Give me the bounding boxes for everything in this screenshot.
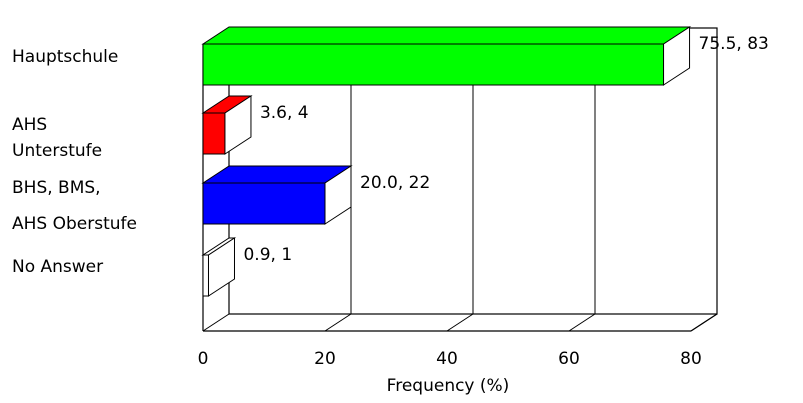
data-label: 75.5, 83 xyxy=(699,34,769,54)
chart-labels: 0 20 40 60 80 75.5, 83 3.6, 4 20.0, 22 0.9, 1 Hau… xyxy=(12,34,769,369)
chart-bars xyxy=(201,26,692,297)
floor-gridline xyxy=(446,313,474,332)
category-label-line: AHS xyxy=(12,115,47,135)
bar xyxy=(201,237,237,297)
data-label: 0.9, 1 xyxy=(243,245,292,265)
bar-side-face xyxy=(207,237,235,297)
bar-side-face xyxy=(663,26,691,86)
x-tick-label: 0 xyxy=(198,349,209,369)
bar xyxy=(201,95,253,155)
category-label: AHS Unterstufe xyxy=(12,115,102,161)
category-label-line: BHS, BMS, xyxy=(12,178,101,198)
x-tick-label: 80 xyxy=(680,349,702,369)
category-label-line: No Answer xyxy=(12,257,103,277)
data-label: 20.0, 22 xyxy=(360,173,430,193)
bar-side-face xyxy=(224,95,252,155)
bar-side-face xyxy=(324,165,352,225)
bar xyxy=(201,165,353,225)
x-tick-label: 20 xyxy=(314,349,336,369)
x-tick-label: 40 xyxy=(436,349,458,369)
category-label-line: AHS Oberstufe xyxy=(12,214,137,234)
bar-top-face xyxy=(201,26,692,45)
data-label: 3.6, 4 xyxy=(260,103,309,123)
category-label: No Answer xyxy=(12,257,103,277)
floor-gridline xyxy=(690,313,718,332)
bar-front-face xyxy=(202,182,326,225)
category-label: Hauptschule xyxy=(12,47,118,67)
x-axis-label: Frequency (%) xyxy=(387,376,510,396)
bar-front-face xyxy=(202,43,665,86)
bar-front-face xyxy=(202,112,226,155)
bar xyxy=(201,26,692,86)
floor-gridline xyxy=(324,313,352,332)
bar-front-face xyxy=(202,254,209,297)
x-tick-label: 60 xyxy=(558,349,580,369)
category-label: BHS, BMS, AHS Oberstufe xyxy=(12,178,137,234)
floor-gridline xyxy=(202,313,230,332)
floor-gridline xyxy=(568,313,596,332)
category-label-line: Hauptschule xyxy=(12,47,118,67)
category-label-line: Unterstufe xyxy=(12,141,102,161)
